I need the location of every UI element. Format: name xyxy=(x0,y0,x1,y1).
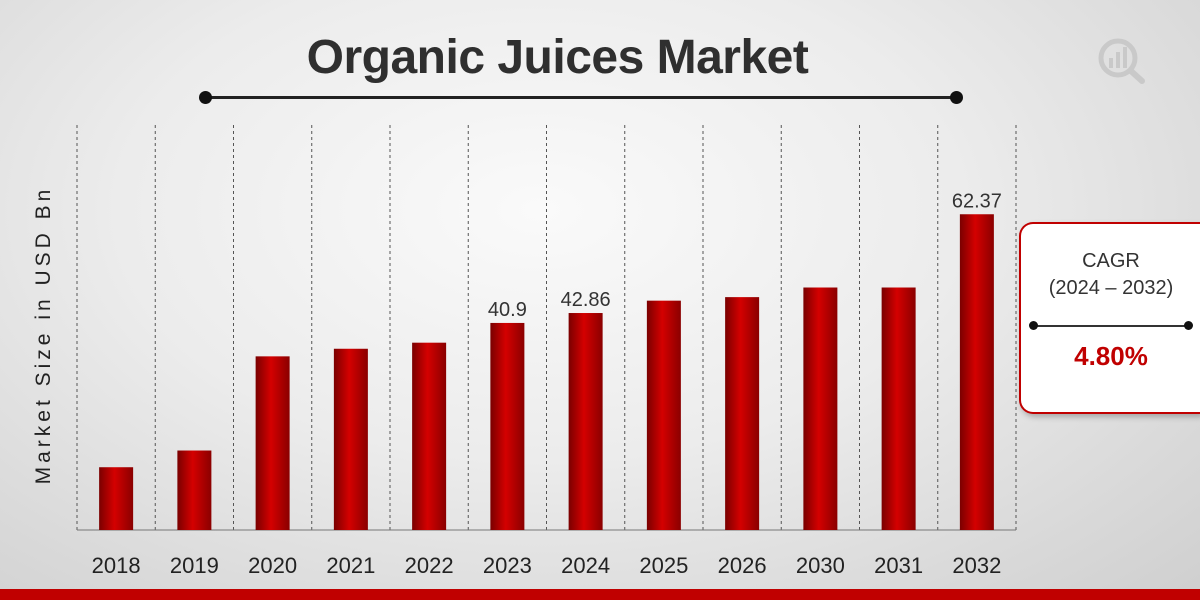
divider-dot-left xyxy=(199,91,212,104)
bar-2024 xyxy=(568,313,603,530)
x-tick-label: 2031 xyxy=(874,553,923,578)
bar-2020 xyxy=(255,356,290,530)
chart-title: Organic Juices Market xyxy=(306,31,809,84)
bar-2030 xyxy=(803,287,838,530)
bar-2026 xyxy=(725,297,760,530)
x-tick-label: 2021 xyxy=(326,553,375,578)
title-divider xyxy=(199,91,963,104)
bar-2018 xyxy=(99,467,134,530)
x-tick-label: 2024 xyxy=(561,553,610,578)
bar-2032 xyxy=(959,214,994,530)
data-label-2024: 42.86 xyxy=(561,289,611,311)
cagr-value: 4.80% xyxy=(1074,341,1148,371)
data-label-2032: 62.37 xyxy=(952,190,1002,212)
x-tick-label: 2022 xyxy=(405,553,454,578)
x-tick-label: 2019 xyxy=(170,553,219,578)
bottom-accent-bar xyxy=(0,589,1200,600)
bar-2021 xyxy=(333,348,368,530)
logo-icon xyxy=(1098,38,1145,84)
bar-2023 xyxy=(490,322,525,530)
x-tick-label: 2032 xyxy=(952,553,1001,578)
cagr-divider-dot-right xyxy=(1184,321,1193,330)
x-tick-label: 2026 xyxy=(718,553,767,578)
data-label-2023: 40.9 xyxy=(488,299,527,321)
cagr-label: CAGR xyxy=(1082,250,1140,272)
bar-chart: Market Size in USD Bn 2018 2019 2020 2021 20… xyxy=(32,125,1017,578)
cagr-divider xyxy=(1029,321,1193,330)
x-tick-label: 2018 xyxy=(92,553,141,578)
bar-2031 xyxy=(881,287,916,530)
cagr-callout: CAGR (2024 – 2032) 4.80% xyxy=(1019,222,1200,414)
divider-dot-right xyxy=(950,91,963,104)
cagr-divider-dot-left xyxy=(1029,321,1038,330)
x-tick-label: 2025 xyxy=(639,553,688,578)
x-tick-label: 2020 xyxy=(248,553,297,578)
bar-2022 xyxy=(412,342,447,530)
x-tick-label: 2030 xyxy=(796,553,845,578)
cagr-period: (2024 – 2032) xyxy=(1048,277,1174,299)
x-tick-label: 2023 xyxy=(483,553,532,578)
bar-2019 xyxy=(177,450,212,530)
y-axis-label: Market Size in USD Bn xyxy=(32,186,55,485)
bar-2025 xyxy=(646,300,681,530)
